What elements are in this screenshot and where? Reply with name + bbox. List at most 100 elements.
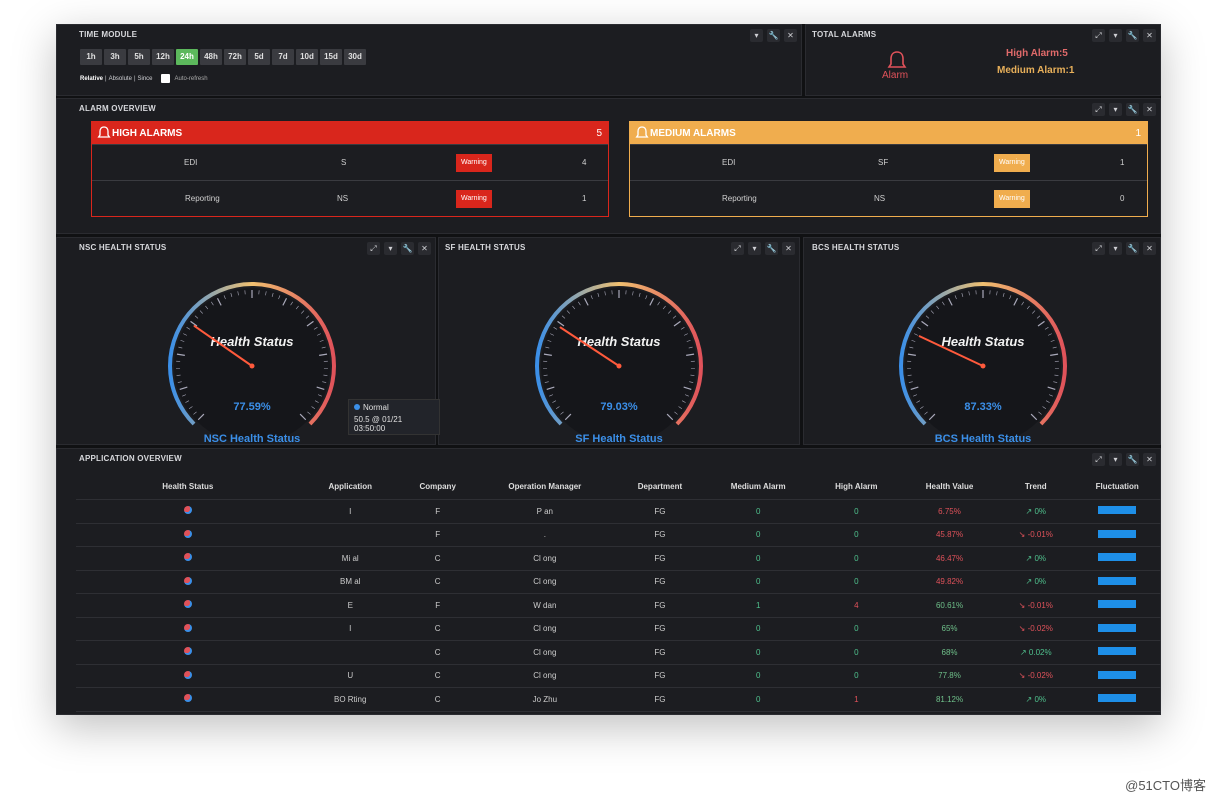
- expand-icon[interactable]: ⤢: [1092, 242, 1105, 255]
- panel-tools: ⤢ ▾ 🔧 ✕: [1092, 453, 1156, 466]
- mode-absolute[interactable]: Absolute: [108, 75, 132, 82]
- expand-icon[interactable]: ⤢: [731, 242, 744, 255]
- table-row[interactable]: E F W dan FG 1 4 60.61% ↘ -0.01%: [76, 593, 1161, 617]
- gauge-tick: [597, 292, 600, 297]
- time-range-button[interactable]: 7d: [272, 49, 294, 65]
- trend-value: ↘ -0.02%: [1018, 671, 1053, 681]
- time-range-button[interactable]: 12h: [152, 49, 174, 65]
- gauge-tick: [686, 353, 695, 356]
- gauge-tick: [672, 315, 677, 319]
- column-header[interactable]: Department: [637, 481, 683, 491]
- company-name: F: [435, 600, 441, 610]
- chevron-down-icon[interactable]: ▾: [750, 29, 763, 42]
- time-range-button[interactable]: 30d: [344, 49, 366, 65]
- auto-refresh-checkbox[interactable]: [160, 74, 170, 83]
- chevron-down-icon[interactable]: ▾: [1109, 453, 1122, 466]
- operation-manager: Cl ong: [533, 553, 557, 563]
- high-alarms-header[interactable]: HIGH ALARMS 5: [92, 122, 608, 144]
- time-range-button[interactable]: 1h: [80, 49, 102, 65]
- gauge-tick: [305, 315, 310, 319]
- wrench-icon[interactable]: 🔧: [1126, 242, 1139, 255]
- table-row: Reporting NS Warning 0: [630, 180, 1147, 216]
- column-header[interactable]: Medium Alarm: [730, 481, 786, 491]
- mode-relative[interactable]: Relative: [80, 75, 104, 82]
- wrench-icon[interactable]: 🔧: [1126, 453, 1139, 466]
- medium-alarm-count: 0: [755, 671, 761, 681]
- time-range-button[interactable]: 3h: [104, 49, 126, 65]
- health-value: 46.47%: [935, 553, 964, 563]
- time-range-button[interactable]: 24h: [176, 49, 198, 65]
- table-row[interactable]: I F P an FG 0 0 6.75% ↗ 0%: [76, 499, 1161, 523]
- medium-alarms-header[interactable]: MEDIUM ALARMS 1: [630, 122, 1147, 144]
- time-range-button[interactable]: 72h: [224, 49, 246, 65]
- gauge-tick: [690, 374, 695, 376]
- table-row[interactable]: FZhFG0083.68%↗ 0%: [76, 710, 1161, 715]
- gauge-tick: [323, 374, 328, 376]
- health-value: 60.61%: [935, 600, 964, 610]
- table-row[interactable]: BM al C Cl ong FG 0 0 49.82% ↗ 0%: [76, 569, 1161, 594]
- medium-alarm-count: 1: [755, 600, 761, 610]
- close-icon[interactable]: ✕: [418, 242, 431, 255]
- mode-separator: |: [105, 75, 107, 82]
- gauge-tick: [557, 320, 565, 327]
- close-icon[interactable]: ✕: [784, 29, 797, 42]
- wrench-icon[interactable]: 🔧: [765, 242, 778, 255]
- gauge-tick: [544, 381, 549, 383]
- expand-icon[interactable]: ⤢: [1092, 453, 1105, 466]
- table-row[interactable]: F. FG 0 0 45.87% ↘ -0.01%: [76, 522, 1161, 547]
- time-range-button[interactable]: 5d: [248, 49, 270, 65]
- expand-icon[interactable]: ⤢: [1092, 29, 1105, 42]
- mode-since[interactable]: Since: [137, 75, 153, 82]
- table-row[interactable]: Mi al C Cl ong FG 0 0 46.47% ↗ 0%: [76, 546, 1161, 570]
- chevron-down-icon[interactable]: ▾: [1109, 103, 1122, 116]
- column-header[interactable]: Company: [419, 481, 456, 491]
- time-range-button[interactable]: 15d: [320, 49, 342, 65]
- gauge-tick: [321, 346, 326, 349]
- expand-icon[interactable]: ⤢: [367, 242, 380, 255]
- gauge-tick: [924, 411, 928, 415]
- close-icon[interactable]: ✕: [1143, 29, 1156, 42]
- close-icon[interactable]: ✕: [1143, 242, 1156, 255]
- gauge-bottom-label: BCS Health Status: [935, 433, 1032, 443]
- column-header[interactable]: Operation Manager: [508, 481, 582, 491]
- health-status-dot: [183, 623, 192, 632]
- gauge-tick: [907, 374, 912, 376]
- high-alarms-label: HIGH ALARMS: [112, 127, 183, 139]
- chevron-down-icon[interactable]: ▾: [1109, 29, 1122, 42]
- column-header[interactable]: Trend: [1024, 481, 1047, 491]
- wrench-icon[interactable]: 🔧: [1126, 29, 1139, 42]
- close-icon[interactable]: ✕: [782, 242, 795, 255]
- column-header[interactable]: Health Status: [162, 481, 214, 491]
- fluctuation-bar: [1098, 529, 1137, 538]
- column-header[interactable]: Health Value: [925, 481, 974, 491]
- column-header[interactable]: Fluctuation: [1095, 481, 1139, 491]
- close-icon[interactable]: ✕: [1143, 453, 1156, 466]
- gauge-tick: [552, 400, 557, 403]
- table-row[interactable]: BO Rting C Jo Zhu FG 0 1 81.12% ↗ 0%: [76, 687, 1161, 711]
- gauge-tick: [319, 339, 324, 342]
- chevron-down-icon[interactable]: ▾: [1109, 242, 1122, 255]
- time-range-button[interactable]: 48h: [200, 49, 222, 65]
- medium-alarm-count: 0: [755, 577, 761, 587]
- chevron-down-icon[interactable]: ▾: [748, 242, 761, 255]
- expand-icon[interactable]: ⤢: [1092, 103, 1105, 116]
- column-header[interactable]: High Alarm: [835, 481, 878, 491]
- fluctuation-bar: [1098, 553, 1137, 562]
- gauge-tick: [1002, 292, 1005, 297]
- alarm-overview-panel: ALARM OVERVIEW ⤢ ▾ 🔧 ✕ HIGH ALARMS 5 EDI…: [56, 98, 1161, 234]
- fluctuation-bar: [1098, 576, 1137, 585]
- gauge-tick: [271, 292, 274, 297]
- wrench-icon[interactable]: 🔧: [401, 242, 414, 255]
- wrench-icon[interactable]: 🔧: [1126, 103, 1139, 116]
- chevron-down-icon[interactable]: ▾: [384, 242, 397, 255]
- time-range-button[interactable]: 10d: [296, 49, 318, 65]
- table-row[interactable]: I C Cl ong FG 0 0 65% ↘ -0.02%: [76, 616, 1161, 641]
- time-range-button[interactable]: 5h: [128, 49, 150, 65]
- table-row[interactable]: C Cl ong FG 0 0 68% ↗ 0.02%: [76, 640, 1161, 664]
- bell-icon: [97, 126, 111, 138]
- table-row[interactable]: U C Cl ong FG 0 0 77.8% ↘ -0.02%: [76, 663, 1161, 688]
- wrench-icon[interactable]: 🔧: [767, 29, 780, 42]
- column-header[interactable]: Application: [328, 481, 373, 491]
- gauge-tick: [311, 406, 316, 409]
- close-icon[interactable]: ✕: [1143, 103, 1156, 116]
